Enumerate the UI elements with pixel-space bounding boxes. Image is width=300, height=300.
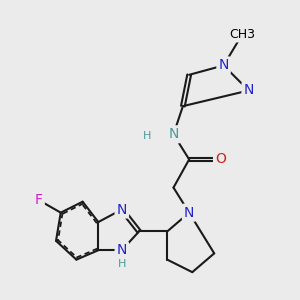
Text: O: O [215,152,226,167]
Text: N: N [117,243,127,257]
Text: N: N [218,58,229,72]
Text: F: F [35,193,43,207]
Text: N: N [117,202,127,217]
Text: N: N [168,127,179,141]
Text: N: N [244,83,254,98]
Text: N: N [184,206,194,220]
Text: H: H [118,259,126,269]
Text: CH3: CH3 [230,28,255,40]
Text: H: H [143,131,151,141]
